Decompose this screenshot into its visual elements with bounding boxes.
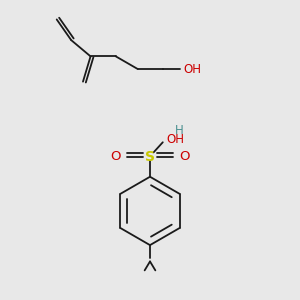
Text: O: O [110, 150, 121, 163]
Text: S: S [145, 149, 155, 164]
Text: OH: OH [183, 62, 201, 76]
Text: OH: OH [166, 133, 184, 146]
Text: H: H [175, 124, 184, 137]
Text: O: O [179, 150, 190, 163]
